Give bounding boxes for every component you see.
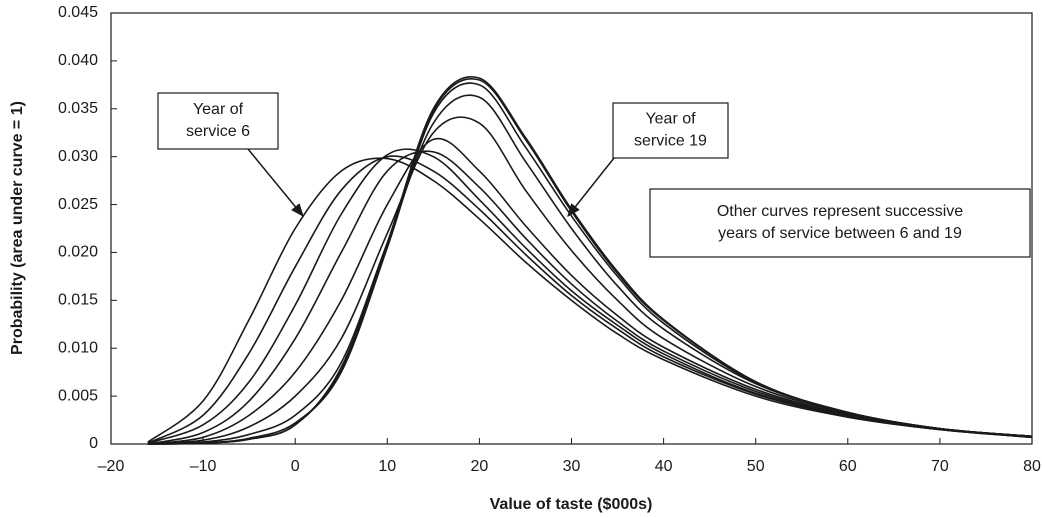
annotation-box [157, 92, 279, 150]
annotation-box [649, 188, 1031, 258]
series-line [147, 157, 1033, 443]
series-line [147, 150, 1033, 445]
x-axis-label: Value of taste ($000s) [490, 496, 653, 513]
x-tick-label: 20 [471, 458, 489, 475]
y-tick-label: 0 [89, 435, 98, 452]
x-tick-label: 30 [563, 458, 581, 475]
annotation-box [612, 102, 729, 159]
annotation-arrow [247, 148, 304, 218]
y-tick-label: 0.045 [58, 4, 98, 21]
y-tick-label: 0.020 [58, 244, 98, 261]
series-line [147, 94, 1033, 445]
series-line [147, 137, 1033, 445]
series-line [147, 116, 1033, 445]
y-tick-label: 0.030 [58, 148, 98, 165]
x-tick-label: –10 [190, 458, 217, 475]
x-tick-label: 10 [378, 458, 396, 475]
x-tick-label: –20 [98, 458, 125, 475]
x-tick-label: 70 [931, 458, 949, 475]
y-tick-label: 0.035 [58, 100, 98, 117]
x-tick-label: 80 [1023, 458, 1041, 475]
y-tick-label: 0.010 [58, 339, 98, 356]
x-tick-label: 0 [291, 458, 300, 475]
y-tick-label: 0.005 [58, 387, 98, 404]
y-tick-label: 0.025 [58, 196, 98, 213]
x-tick-label: 60 [839, 458, 857, 475]
x-tick-label: 40 [655, 458, 673, 475]
y-tick-label: 0.015 [58, 292, 98, 309]
annotation-text: Year of [193, 101, 244, 118]
annotation-text: Other curves represent successive [717, 203, 963, 220]
y-axis-label: Probability (area under curve = 1) [9, 101, 26, 355]
annotation-text: service 6 [186, 123, 250, 140]
annotation-text: years of service between 6 and 19 [718, 225, 962, 242]
series-line [147, 155, 1033, 444]
series-line [147, 76, 1033, 445]
annotation-arrow [567, 157, 615, 218]
y-tick-label: 0.040 [58, 52, 98, 69]
x-tick-label: 50 [747, 458, 765, 475]
annotation-text: service 19 [634, 133, 707, 150]
annotation-text: Year of [645, 111, 696, 128]
